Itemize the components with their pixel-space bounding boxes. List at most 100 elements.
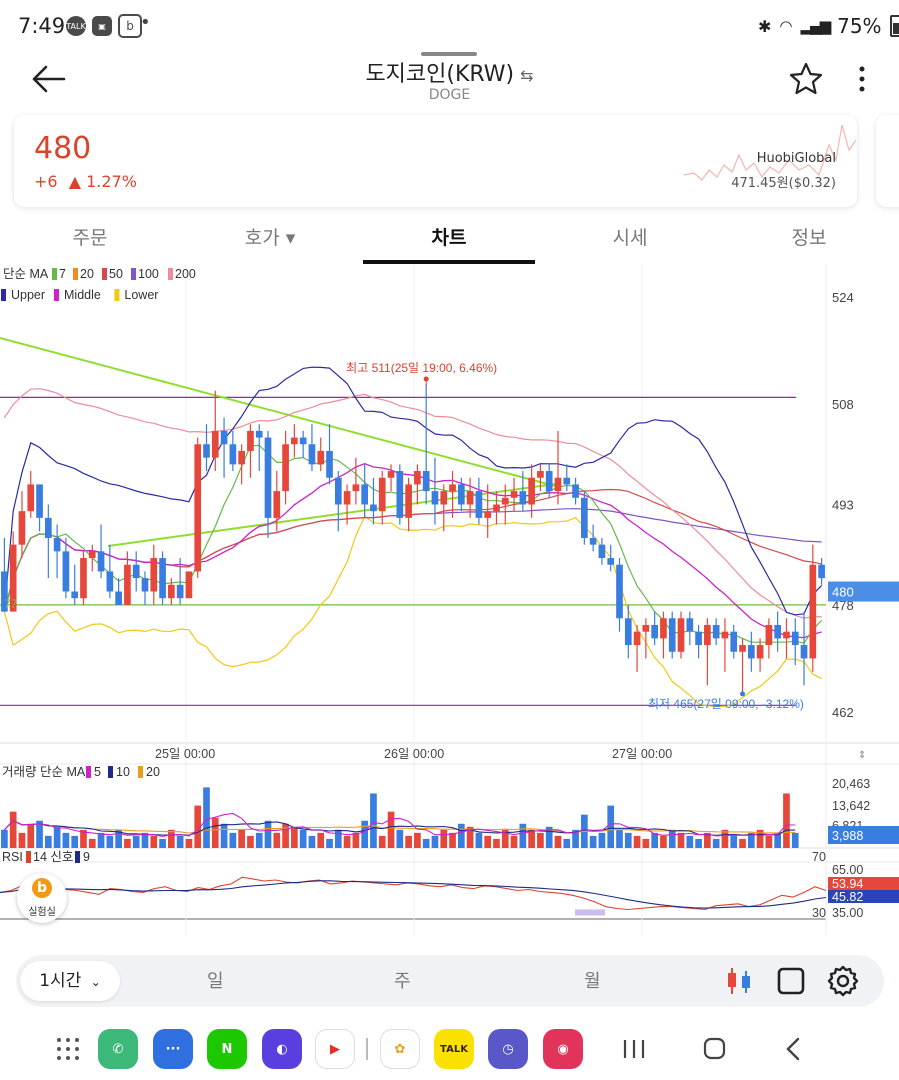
back-arrow-icon bbox=[32, 65, 66, 93]
volume-bar bbox=[211, 817, 219, 848]
messages-app-icon[interactable]: ··· bbox=[153, 1029, 193, 1069]
period-day[interactable]: 일 bbox=[207, 971, 224, 992]
price-change: +6 ▲ 1.27% bbox=[34, 172, 137, 191]
ma-legend-period: 20 bbox=[80, 267, 94, 281]
home-button[interactable] bbox=[696, 1034, 732, 1064]
volume-bar bbox=[370, 793, 377, 848]
kakaotalk-app-icon[interactable]: TALK bbox=[434, 1029, 474, 1069]
volume-bar bbox=[563, 838, 571, 848]
volume-bar bbox=[352, 832, 360, 848]
tab-order[interactable]: 주문 bbox=[72, 227, 108, 249]
swap-icon[interactable]: ⇆ bbox=[520, 66, 534, 85]
volume-bar bbox=[624, 832, 632, 848]
candle-body bbox=[53, 537, 61, 552]
bollinger-middle-line bbox=[3, 463, 822, 639]
app-drawer-button[interactable] bbox=[55, 1036, 81, 1062]
candle-body bbox=[712, 624, 720, 639]
volume-tick-label: 13,642 bbox=[832, 799, 870, 813]
volume-bar bbox=[141, 832, 149, 848]
period-month[interactable]: 월 bbox=[584, 971, 601, 992]
volume-bar bbox=[27, 823, 35, 848]
signal-icon: ▂▄▆ bbox=[800, 17, 832, 35]
candle-body bbox=[704, 624, 711, 646]
home-icon bbox=[703, 1037, 726, 1060]
volume-bar bbox=[414, 832, 421, 848]
candle-body bbox=[405, 484, 412, 518]
volume-bar bbox=[475, 832, 483, 848]
coin-name: 도지코인(KRW) bbox=[365, 62, 515, 87]
left-edge-label: 77 bbox=[4, 597, 18, 611]
candle-body bbox=[783, 631, 790, 639]
phone-app-icon[interactable]: ✆ bbox=[98, 1029, 138, 1069]
period-selector[interactable]: 1시간 ⌄ bbox=[20, 961, 120, 1001]
back-button[interactable] bbox=[26, 60, 68, 98]
candle-body bbox=[660, 618, 667, 639]
rsi-tag-35: 35.00 bbox=[832, 906, 863, 920]
volume-bar bbox=[203, 787, 210, 848]
rsi-axis-bottom: 30 bbox=[812, 906, 826, 920]
more-vert-icon bbox=[859, 66, 865, 92]
volume-bar bbox=[36, 820, 43, 848]
fullscreen-button[interactable] bbox=[773, 963, 809, 999]
candle-body bbox=[396, 471, 404, 518]
candle-body bbox=[1, 571, 8, 612]
date-label: 27일 00:00 bbox=[612, 747, 672, 761]
clock-app-icon[interactable]: ◷ bbox=[488, 1029, 528, 1069]
nav-back-button[interactable] bbox=[776, 1034, 812, 1064]
volume-bar bbox=[677, 832, 685, 848]
bithumb-logo-icon: b bbox=[32, 878, 52, 898]
volume-bar bbox=[712, 838, 720, 848]
internet-app-icon[interactable]: ◐ bbox=[262, 1029, 302, 1069]
candle-body bbox=[501, 497, 509, 505]
volume-tag-label: 3,988 bbox=[832, 829, 863, 843]
volume-bar bbox=[695, 838, 702, 848]
naver-app-icon[interactable]: N bbox=[207, 1029, 247, 1069]
candle-body bbox=[510, 491, 518, 498]
next-card-peek[interactable] bbox=[876, 115, 899, 207]
photos-app-icon[interactable]: ✿ bbox=[380, 1029, 420, 1069]
volume-bar bbox=[721, 829, 729, 848]
ma-legend-swatch bbox=[168, 268, 173, 280]
candle-body bbox=[422, 471, 430, 492]
period-week[interactable]: 주 bbox=[394, 971, 411, 992]
youtube-app-icon[interactable]: ▶ bbox=[315, 1029, 355, 1069]
favorite-star-button[interactable] bbox=[786, 60, 826, 98]
tab-chart[interactable]: 차트 bbox=[431, 227, 467, 249]
price-card[interactable]: 480 +6 ▲ 1.27% HuobiGlobal 471.45원($0.32… bbox=[14, 115, 857, 207]
page-title[interactable]: 도지코인(KRW) ⇆ bbox=[0, 56, 899, 88]
candle-body bbox=[466, 491, 474, 505]
candle-type-button[interactable] bbox=[721, 963, 757, 999]
candle-body bbox=[264, 437, 272, 518]
chart-settings-button[interactable] bbox=[825, 963, 861, 999]
tab-info[interactable]: 정보 bbox=[791, 227, 827, 249]
candle-body bbox=[791, 631, 799, 646]
candle-body bbox=[572, 484, 579, 498]
volume-bar bbox=[589, 835, 597, 848]
volume-bar bbox=[80, 829, 87, 848]
volume-bar bbox=[730, 835, 738, 848]
recent-apps-button[interactable] bbox=[616, 1034, 652, 1064]
axis-scale-arrows-icon: ⇕ bbox=[858, 750, 866, 761]
volume-bar bbox=[168, 829, 175, 848]
more-menu-button[interactable] bbox=[850, 60, 874, 98]
price-chart[interactable]: 최고 511(25일 19:00, 6.46%) 최저 465(27일 09:00… bbox=[0, 264, 899, 944]
chart-toolbar bbox=[16, 955, 884, 1007]
volume-bar bbox=[405, 835, 412, 848]
tab-market[interactable]: 시세 bbox=[612, 227, 648, 249]
candle-body bbox=[273, 491, 281, 518]
candle-body bbox=[431, 491, 439, 505]
current-price-tag-label: 480 bbox=[832, 585, 854, 600]
camera-app-icon[interactable]: ◉ bbox=[543, 1029, 583, 1069]
candle-body bbox=[730, 631, 738, 652]
volume-bar bbox=[326, 838, 333, 848]
rsi-legend-params: 14 신호 bbox=[33, 850, 73, 864]
coin-symbol: DOGE bbox=[428, 87, 471, 103]
rsi-legend-swatch bbox=[26, 851, 31, 863]
volume-bar bbox=[1, 829, 8, 848]
volume-bar bbox=[264, 820, 272, 848]
candle-body bbox=[361, 484, 369, 505]
price-tick-label: 478 bbox=[832, 598, 854, 613]
ma-legend-label: 단순 MA bbox=[3, 267, 49, 281]
gallery-icon: ▣ bbox=[92, 16, 112, 36]
tab-orderbook[interactable]: 호가 ▾ bbox=[244, 227, 296, 249]
